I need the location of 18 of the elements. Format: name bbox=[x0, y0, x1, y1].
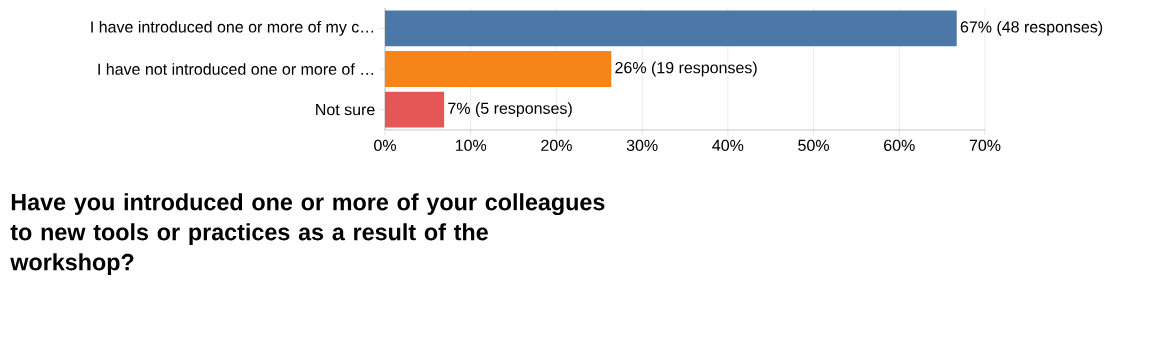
x-tick-label: 20% bbox=[541, 139, 572, 152]
x-tick-label: 40% bbox=[712, 139, 744, 152]
x-tick-label: 30% bbox=[626, 139, 658, 152]
bar bbox=[385, 91, 445, 128]
x-tick-label: 60% bbox=[884, 139, 915, 152]
y-tick-label: Not sure bbox=[316, 104, 375, 116]
bar bbox=[385, 51, 612, 87]
x-tick-label: 10% bbox=[455, 139, 487, 152]
data-label: 7% (5 responses) bbox=[448, 102, 572, 118]
text: Have you introduced one or more of your colleagues to new tools or practices as a result of the workshop? bbox=[10, 193, 605, 276]
x-tick-label: 0% bbox=[374, 139, 396, 152]
y-tick-label: I have introduced one or more of my c… bbox=[91, 20, 374, 36]
bar bbox=[385, 10, 957, 47]
data-label: 26% (19 responses) bbox=[615, 61, 757, 77]
x-tick-label: 70% bbox=[969, 139, 1001, 152]
data-label: 67% (48 responses) bbox=[960, 20, 1103, 36]
y-tick-label: I have not introduced one or more of … bbox=[98, 63, 374, 75]
x-tick-label: 50% bbox=[798, 139, 829, 152]
